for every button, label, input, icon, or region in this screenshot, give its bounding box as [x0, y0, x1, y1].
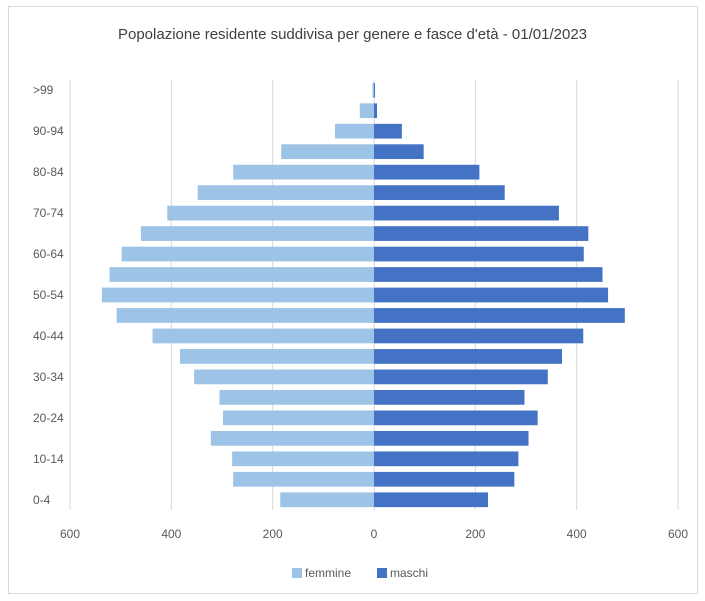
x-tick-label: 0: [371, 527, 378, 541]
x-tick-label: 200: [465, 527, 485, 541]
bar-maschi-85-89: [374, 144, 424, 160]
bar-maschi-30-34: [374, 369, 548, 385]
y-tick-label: 40-44: [33, 329, 64, 343]
legend-swatch-femmine: [292, 568, 302, 578]
x-tick-label: 600: [60, 527, 80, 541]
x-tick-label: 400: [567, 527, 587, 541]
bar-maschi-55-59: [374, 267, 603, 282]
bar-femmine-30-34: [194, 369, 374, 385]
x-tick-label: 600: [668, 527, 688, 541]
x-tick-label: 400: [161, 527, 181, 541]
bar-maschi-50-54: [374, 287, 609, 303]
bar-maschi-10-14: [374, 451, 519, 467]
bar-femmine-90-94: [334, 123, 374, 139]
y-tick-label: 30-34: [33, 370, 64, 384]
bar-maschi-35-39: [374, 349, 562, 364]
bar-maschi->99: [374, 82, 376, 98]
bar-femmine-25-29: [219, 390, 374, 405]
bar-femmine-50-54: [101, 287, 375, 303]
bar-maschi-70-74: [374, 205, 559, 221]
bar-femmine-0-4: [280, 492, 374, 508]
bar-maschi-60-64: [374, 246, 584, 262]
bar-femmine-40-44: [152, 328, 374, 344]
y-tick-label: 20-24: [33, 411, 64, 425]
bar-maschi-0-4: [374, 492, 488, 508]
bar-femmine-15-19: [210, 430, 374, 446]
bar-femmine-65-69: [140, 226, 374, 241]
bar-femmine-10-14: [232, 451, 374, 467]
bar-maschi-45-49: [374, 308, 625, 323]
bar-maschi-90-94: [374, 123, 402, 139]
bar-femmine-85-89: [281, 144, 374, 160]
bar-maschi-5-9: [374, 471, 515, 487]
bar-maschi-80-84: [374, 164, 480, 180]
bar-maschi-15-19: [374, 430, 529, 446]
bar-femmine->99: [372, 82, 374, 98]
chart-title: Popolazione residente suddivisa per gene…: [117, 26, 588, 43]
bar-femmine-70-74: [167, 205, 374, 221]
y-tick-label: 10-14: [33, 452, 64, 466]
y-tick-label: 50-54: [33, 288, 64, 302]
bar-maschi-95-99: [374, 103, 378, 119]
y-tick-label: 90-94: [33, 124, 64, 138]
bar-femmine-75-79: [197, 185, 374, 200]
legend-label-maschi: maschi: [390, 566, 428, 580]
bar-femmine-5-9: [233, 471, 374, 487]
bar-maschi-65-69: [374, 226, 589, 241]
bar-femmine-55-59: [109, 267, 375, 282]
legend-swatch-maschi: [377, 568, 387, 578]
x-tick-label: 200: [263, 527, 283, 541]
y-tick-label: 60-64: [33, 247, 64, 261]
bar-femmine-95-99: [359, 103, 374, 119]
y-tick-label: 70-74: [33, 206, 64, 220]
bar-maschi-40-44: [374, 328, 584, 344]
bar-maschi-20-24: [374, 410, 538, 426]
bar-femmine-60-64: [121, 246, 375, 262]
bar-femmine-45-49: [116, 308, 374, 323]
bar-maschi-75-79: [374, 185, 505, 200]
bar-femmine-20-24: [223, 410, 374, 426]
bar-maschi-25-29: [374, 390, 525, 405]
bar-femmine-80-84: [233, 164, 374, 180]
legend-label-femmine: femmine: [305, 566, 351, 580]
y-tick-label: >99: [33, 83, 54, 97]
y-tick-label: 0-4: [33, 493, 51, 507]
y-tick-label: 80-84: [33, 165, 64, 179]
bar-femmine-35-39: [179, 349, 374, 364]
